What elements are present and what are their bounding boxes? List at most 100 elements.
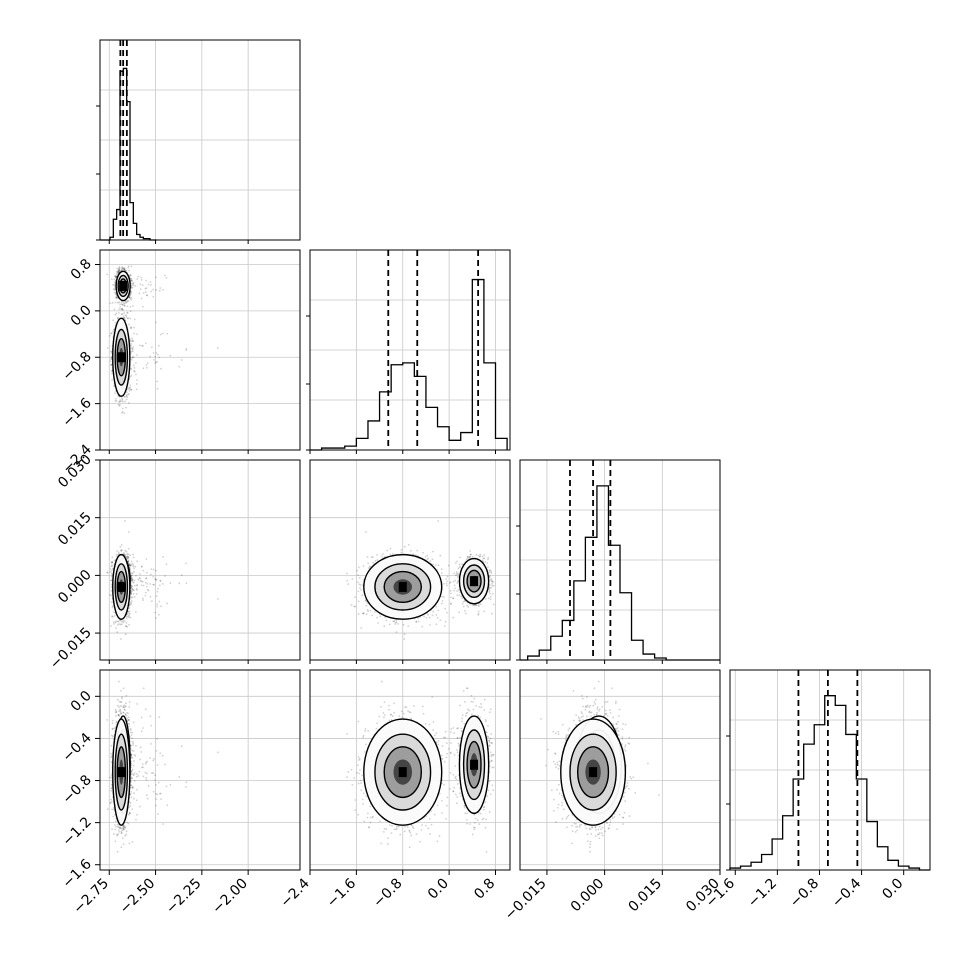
sample-point [132, 554, 134, 556]
sample-point [114, 309, 116, 311]
sample-point [141, 345, 143, 347]
sample-point [130, 274, 132, 276]
sample-point [112, 561, 114, 563]
sample-point [150, 291, 152, 293]
sample-point [142, 306, 144, 308]
sample-point [111, 573, 113, 575]
sample-point [125, 407, 127, 409]
sample-point [135, 362, 137, 364]
sample-point [136, 354, 138, 356]
sample-point [129, 388, 131, 390]
sample-point [110, 625, 112, 627]
sample-point [119, 303, 121, 305]
sample-point [129, 613, 131, 615]
sample-point [162, 332, 164, 334]
sample-point [109, 302, 111, 304]
histogram-step-line [730, 696, 930, 870]
sample-point [114, 392, 116, 394]
sample-point [145, 291, 147, 293]
sample-point [153, 352, 155, 354]
sample-point [156, 381, 158, 383]
sample-point [116, 550, 118, 552]
sample-point [142, 581, 144, 583]
sample-point [145, 595, 147, 597]
sample-point [143, 292, 145, 294]
histogram-panel-2 [516, 460, 720, 660]
sample-point [117, 620, 119, 622]
sample-point [142, 284, 144, 286]
sample-point [150, 284, 152, 286]
histogram-bins-2 [520, 486, 720, 660]
sample-point [128, 531, 130, 533]
sample-point [126, 616, 128, 618]
sample-point [162, 583, 164, 585]
sample-point [115, 398, 117, 400]
sample-point [156, 606, 158, 608]
sample-point [122, 304, 124, 306]
sample-point [109, 594, 111, 596]
sample-point [132, 346, 134, 348]
sample-point [114, 314, 116, 316]
sample-point [121, 397, 123, 399]
sample-point [123, 315, 125, 317]
sample-point [119, 306, 121, 308]
sample-point [141, 298, 143, 300]
sample-point [138, 577, 140, 579]
sample-point [152, 296, 154, 298]
sample-point [119, 546, 121, 548]
sample-point [128, 624, 130, 626]
sample-point [155, 570, 157, 572]
sample-point [156, 603, 158, 605]
sample-point [133, 284, 135, 286]
sample-point [117, 271, 119, 273]
sample-point [130, 306, 132, 308]
sample-point [115, 302, 117, 304]
sample-point [131, 560, 133, 562]
sample-point [159, 584, 161, 586]
sample-point [115, 622, 117, 624]
sample-point [110, 360, 112, 362]
sample-point [114, 289, 116, 291]
sample-point [166, 563, 168, 565]
sample-point [178, 582, 180, 584]
sample-point [130, 347, 132, 349]
sample-point [166, 603, 168, 605]
sample-point [124, 401, 126, 403]
sample-point [157, 354, 159, 356]
sample-point [217, 598, 219, 600]
sample-point [116, 297, 118, 299]
sample-point [143, 585, 145, 587]
sample-point [113, 621, 115, 623]
sample-point [155, 321, 157, 323]
sample-point [115, 322, 117, 324]
sample-point [119, 399, 121, 401]
sample-point [149, 583, 151, 585]
scatter-panel-2-0 [100, 460, 300, 660]
sample-point [128, 616, 130, 618]
sample-point [155, 361, 157, 363]
sample-point [148, 284, 150, 286]
sample-point [185, 582, 187, 584]
sample-point [146, 367, 148, 369]
sample-point [126, 396, 128, 398]
sample-point [112, 284, 114, 286]
sample-point [155, 289, 157, 291]
sample-point [159, 287, 161, 289]
sample-point [129, 318, 131, 320]
sample-point [162, 289, 164, 291]
sample-point [147, 362, 149, 364]
histogram-step-line [100, 68, 157, 240]
density-peak-1 [117, 352, 125, 362]
sample-point [132, 340, 134, 342]
sample-point [162, 556, 164, 558]
sample-point [142, 599, 144, 601]
sample-point [156, 595, 158, 597]
sample-point [151, 346, 153, 348]
sample-point [125, 625, 127, 627]
sample-point [149, 596, 151, 598]
sample-point [160, 605, 162, 607]
sample-point [130, 327, 132, 329]
sample-point [136, 389, 138, 391]
